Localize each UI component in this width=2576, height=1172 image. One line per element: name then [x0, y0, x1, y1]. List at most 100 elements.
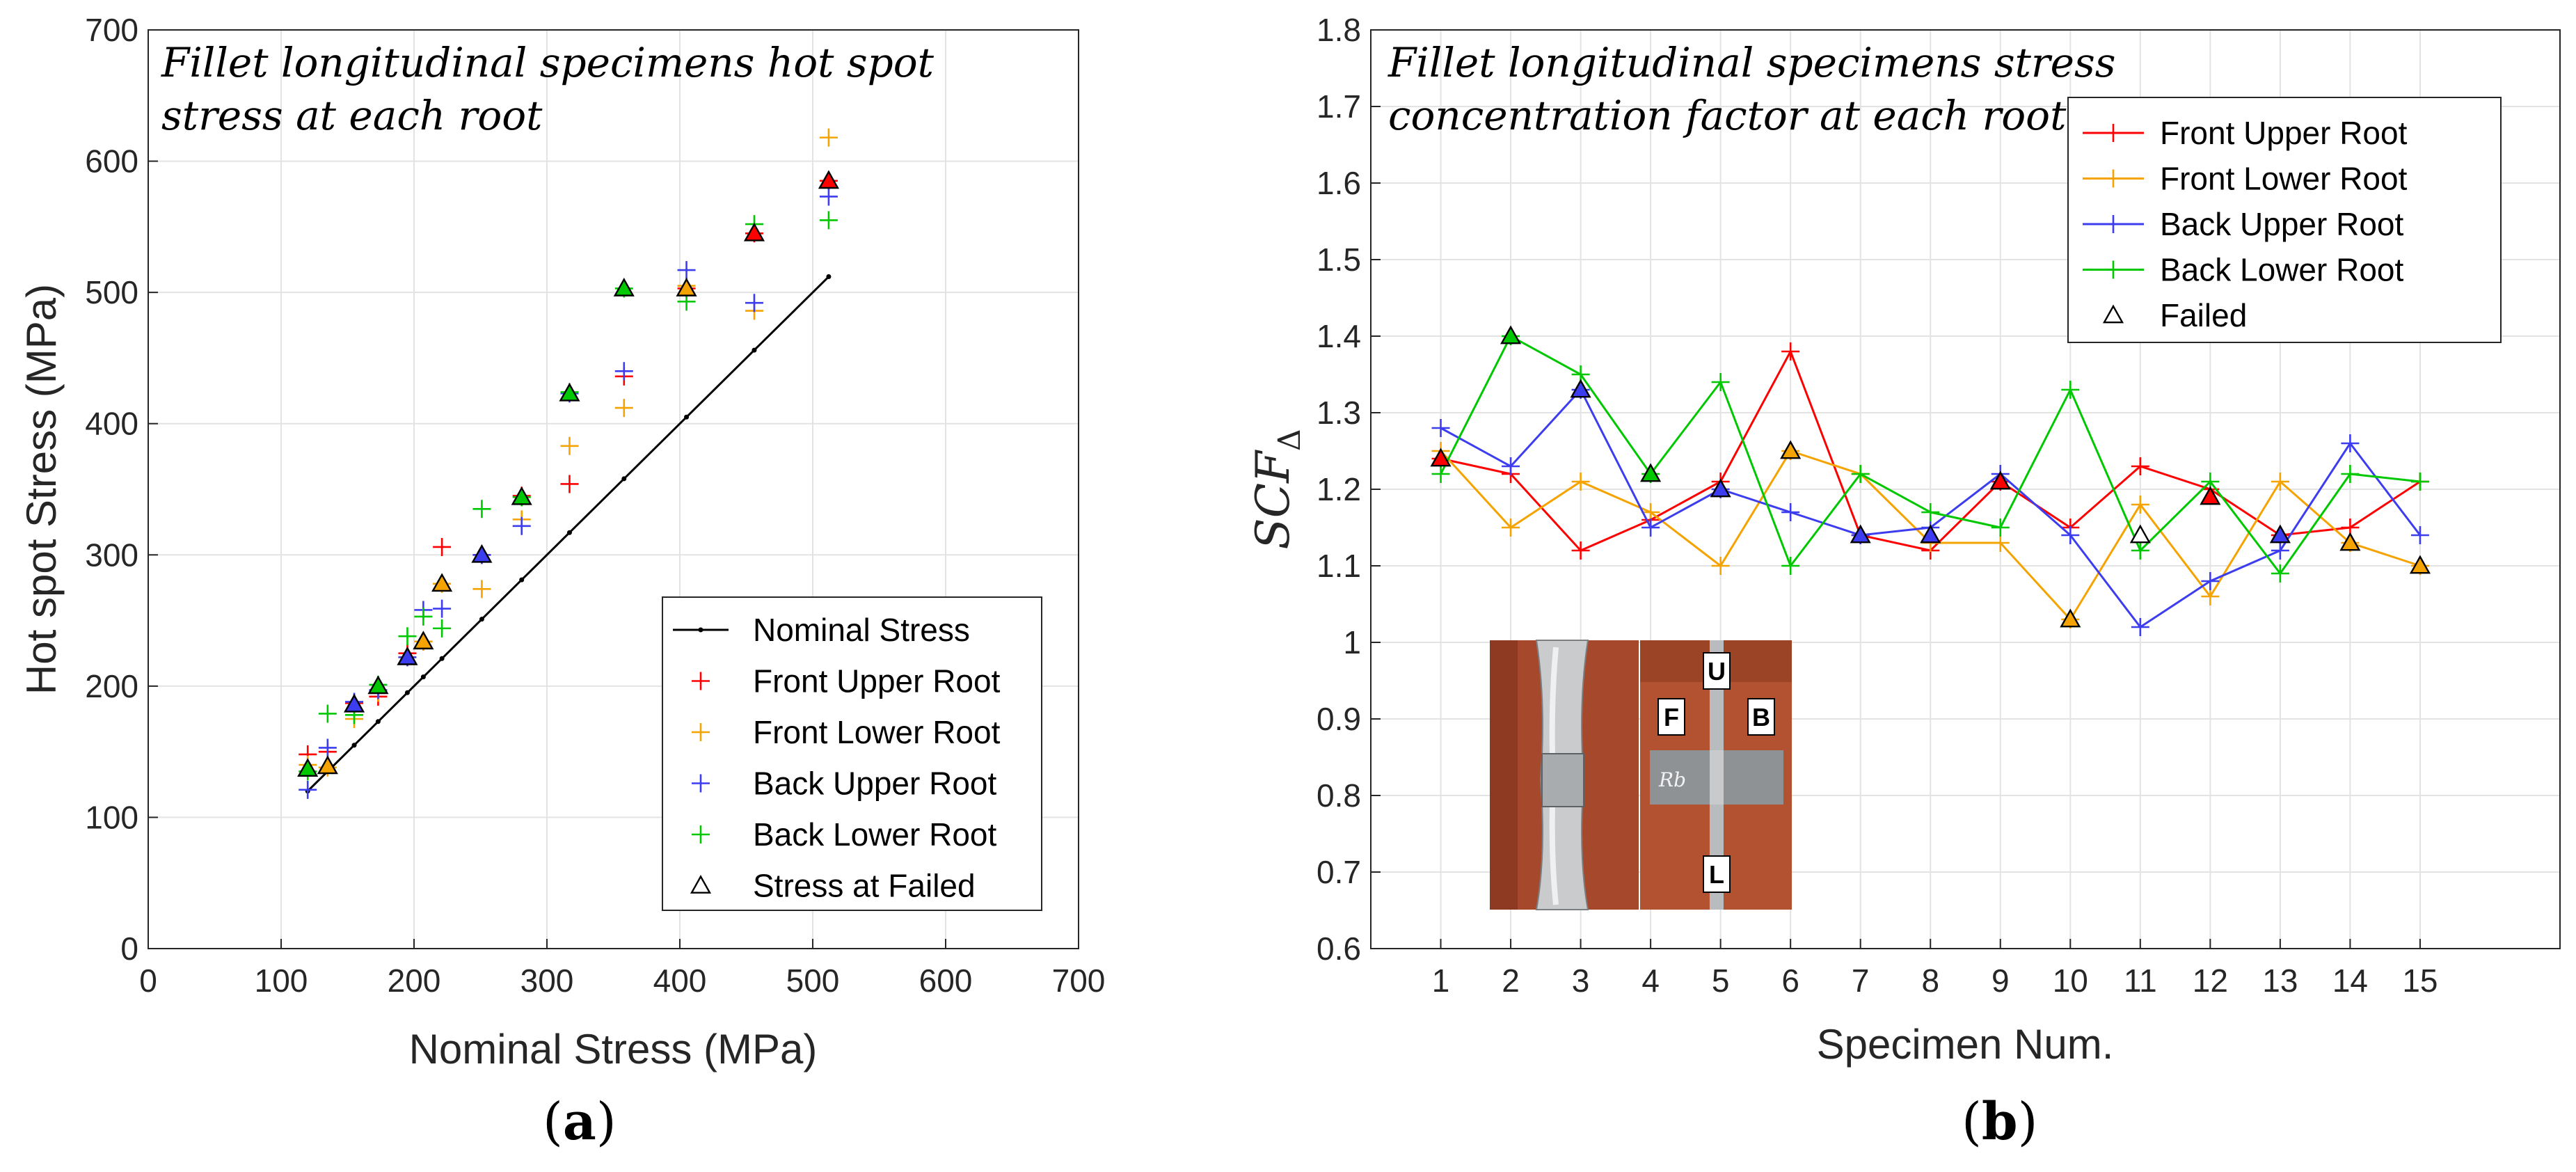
chart-b-ytick-label: 0.9	[1317, 701, 1361, 737]
chart-a-nominal-point	[351, 743, 357, 748]
chart-a-nominal-point	[519, 577, 525, 583]
chart-a-failed-point	[743, 222, 765, 241]
chart-b-xtick-label: 6	[1781, 963, 1799, 999]
chart-a-ylabel: Hot spot Stress (MPa)	[18, 284, 65, 695]
chart-a-legend-label: Back Lower Root	[753, 816, 996, 853]
chart-a-legend-marker-triangle	[690, 875, 712, 894]
chart-a-nominal-polyline	[307, 276, 829, 792]
chart-b-xtick-label: 9	[1991, 963, 2010, 999]
chart-b-xtick-label: 2	[1502, 963, 1520, 999]
chart-b-xtick-label: 7	[1852, 963, 1870, 999]
chart-a-ytick-label: 500	[85, 274, 138, 310]
chart-b-legend-marker-triangle	[2102, 304, 2124, 324]
chart-a-ytick-label: 100	[85, 799, 138, 835]
photo-label-l: L	[1709, 860, 1724, 889]
chart-a-frame	[148, 29, 1079, 949]
photo-left-weld	[1541, 753, 1584, 807]
chart-b-point-front-lower-root	[2271, 473, 2289, 491]
chart-a-point-back-lower-root	[398, 627, 417, 646]
chart-b-ylabel: SCFΔ	[1246, 429, 1307, 549]
chart-a-legend-label: Front Upper Root	[753, 663, 1001, 699]
photo-label-box-l	[1703, 855, 1731, 893]
chart-b-point-front-lower-root	[1641, 503, 1660, 521]
chart-a-point-front-upper-root	[433, 537, 452, 556]
chart-a-ytick-label: 700	[85, 12, 138, 48]
chart-b-point-back-lower-root	[1851, 465, 1870, 483]
photo-label-f: F	[1664, 703, 1679, 731]
chart-a-title-line1: Fillet longitudinal specimens hot spot	[161, 39, 935, 86]
chart-a-point-back-upper-root	[318, 738, 337, 757]
chart-b-ytick-label: 1.5	[1317, 241, 1361, 278]
photo-right-plate-center	[1710, 750, 1724, 805]
chart-b-legend-marker-plus	[2104, 215, 2122, 233]
chart-a-legend-label: Nominal Stress	[753, 612, 970, 648]
chart-a-ticks: 0 100 200 300 400 500 600 700 0 100 200 300 400 500 60…	[85, 12, 1105, 999]
chart-a-failed-point	[367, 675, 389, 695]
chart-b-legend-label: Front Lower Root	[2160, 161, 2408, 197]
chart-b-point-back-upper-root	[2131, 618, 2149, 636]
chart-a-nominal-point	[375, 719, 381, 724]
chart-a-failed-point	[317, 755, 338, 775]
chart-b-point-front-lower-root	[2131, 496, 2149, 514]
chart-b-legend-label: Front Upper Root	[2160, 115, 2408, 151]
chart-b-failed-point	[1500, 325, 1522, 345]
chart-b-failed-point	[2060, 608, 2081, 628]
chart-a-failed-point	[413, 631, 434, 650]
chart-a-ytick-label: 200	[85, 668, 138, 704]
chart-a-point-back-upper-root	[614, 362, 633, 381]
chart-a-point-back-lower-root	[819, 211, 838, 230]
chart-a-point-front-lower-root	[819, 128, 838, 147]
chart-b-ylabel-main: SCF	[1246, 450, 1300, 550]
chart-b-point-front-lower-root	[2201, 587, 2220, 605]
chart-b-ytick-label: 1.1	[1317, 548, 1361, 584]
chart-a-nominal-point	[439, 656, 445, 661]
chart-b-xtick-label: 5	[1712, 963, 1730, 999]
chart-a-failed-point	[297, 758, 319, 777]
chart-b-ytick-label: 0.6	[1317, 931, 1361, 967]
chart-b-point-back-upper-root	[1431, 419, 1450, 437]
chart-b-xtick-label: 14	[2332, 963, 2368, 999]
chart-b-failed-point	[1780, 440, 1802, 459]
chart-b-title-line1: Fillet longitudinal specimens stress	[1388, 39, 2116, 86]
chart-a-nominal-point	[479, 617, 484, 622]
chart-b-failed-point	[1570, 379, 1591, 398]
chart-a-nominal-point	[826, 274, 832, 280]
chart-b-ytick-label: 0.7	[1317, 854, 1361, 890]
chart-a-failed-point	[559, 382, 580, 402]
chart-b-failed-point	[2409, 555, 2431, 574]
chart-b-point-back-lower-root	[1431, 465, 1450, 483]
photo-label-box-b	[1747, 698, 1775, 736]
chart-a-point-back-upper-root	[745, 294, 763, 312]
specimen-photo: U F B L Rb	[1490, 640, 1792, 910]
chart-b-point-back-upper-root	[2341, 434, 2360, 452]
chart-b-legend-label: Back Lower Root	[2160, 252, 2403, 288]
chart-b-point-back-lower-root	[1781, 557, 1800, 575]
chart-b-legend-marker-plus	[2104, 169, 2122, 188]
chart-a-failed-point	[613, 278, 635, 296]
chart-a-point-back-upper-root	[512, 516, 531, 535]
chart-b-legend-label: Failed	[2160, 297, 2247, 333]
chart-b-ytick-label: 0.8	[1317, 777, 1361, 814]
chart-b-xtick-label: 15	[2402, 963, 2438, 999]
chart-b-failed-point	[2339, 532, 2361, 551]
chart-a-point-back-lower-root	[414, 607, 433, 626]
photo-handwriting: Rb	[1658, 768, 1686, 791]
chart-a-point-front-lower-root	[614, 399, 633, 418]
chart-a-point-back-lower-root	[433, 619, 452, 638]
chart-a-ytick-label: 600	[85, 143, 138, 180]
chart-a-failed-point	[397, 646, 418, 665]
chart-b-point-back-upper-root	[1641, 518, 1660, 537]
chart-b-point-front-lower-root	[1991, 534, 2010, 552]
chart-b-failed-point	[1850, 524, 1871, 544]
chart-b-legend-marker-plus	[2104, 260, 2122, 279]
chart-a-xtick-label: 200	[388, 963, 441, 999]
chart-b-xtick-label: 13	[2262, 963, 2298, 999]
chart-b-xtick-label: 4	[1641, 963, 1660, 999]
chart-b-xtick-label: 12	[2193, 963, 2228, 999]
photo-label-box-f	[1657, 698, 1685, 736]
chart-b-failed-point	[1710, 478, 1731, 498]
chart-a-xtick-label: 300	[520, 963, 574, 999]
caption-a: (a)	[543, 1092, 617, 1152]
photo-label-u: U	[1708, 657, 1726, 686]
chart-b-failed-point	[1989, 470, 2011, 490]
